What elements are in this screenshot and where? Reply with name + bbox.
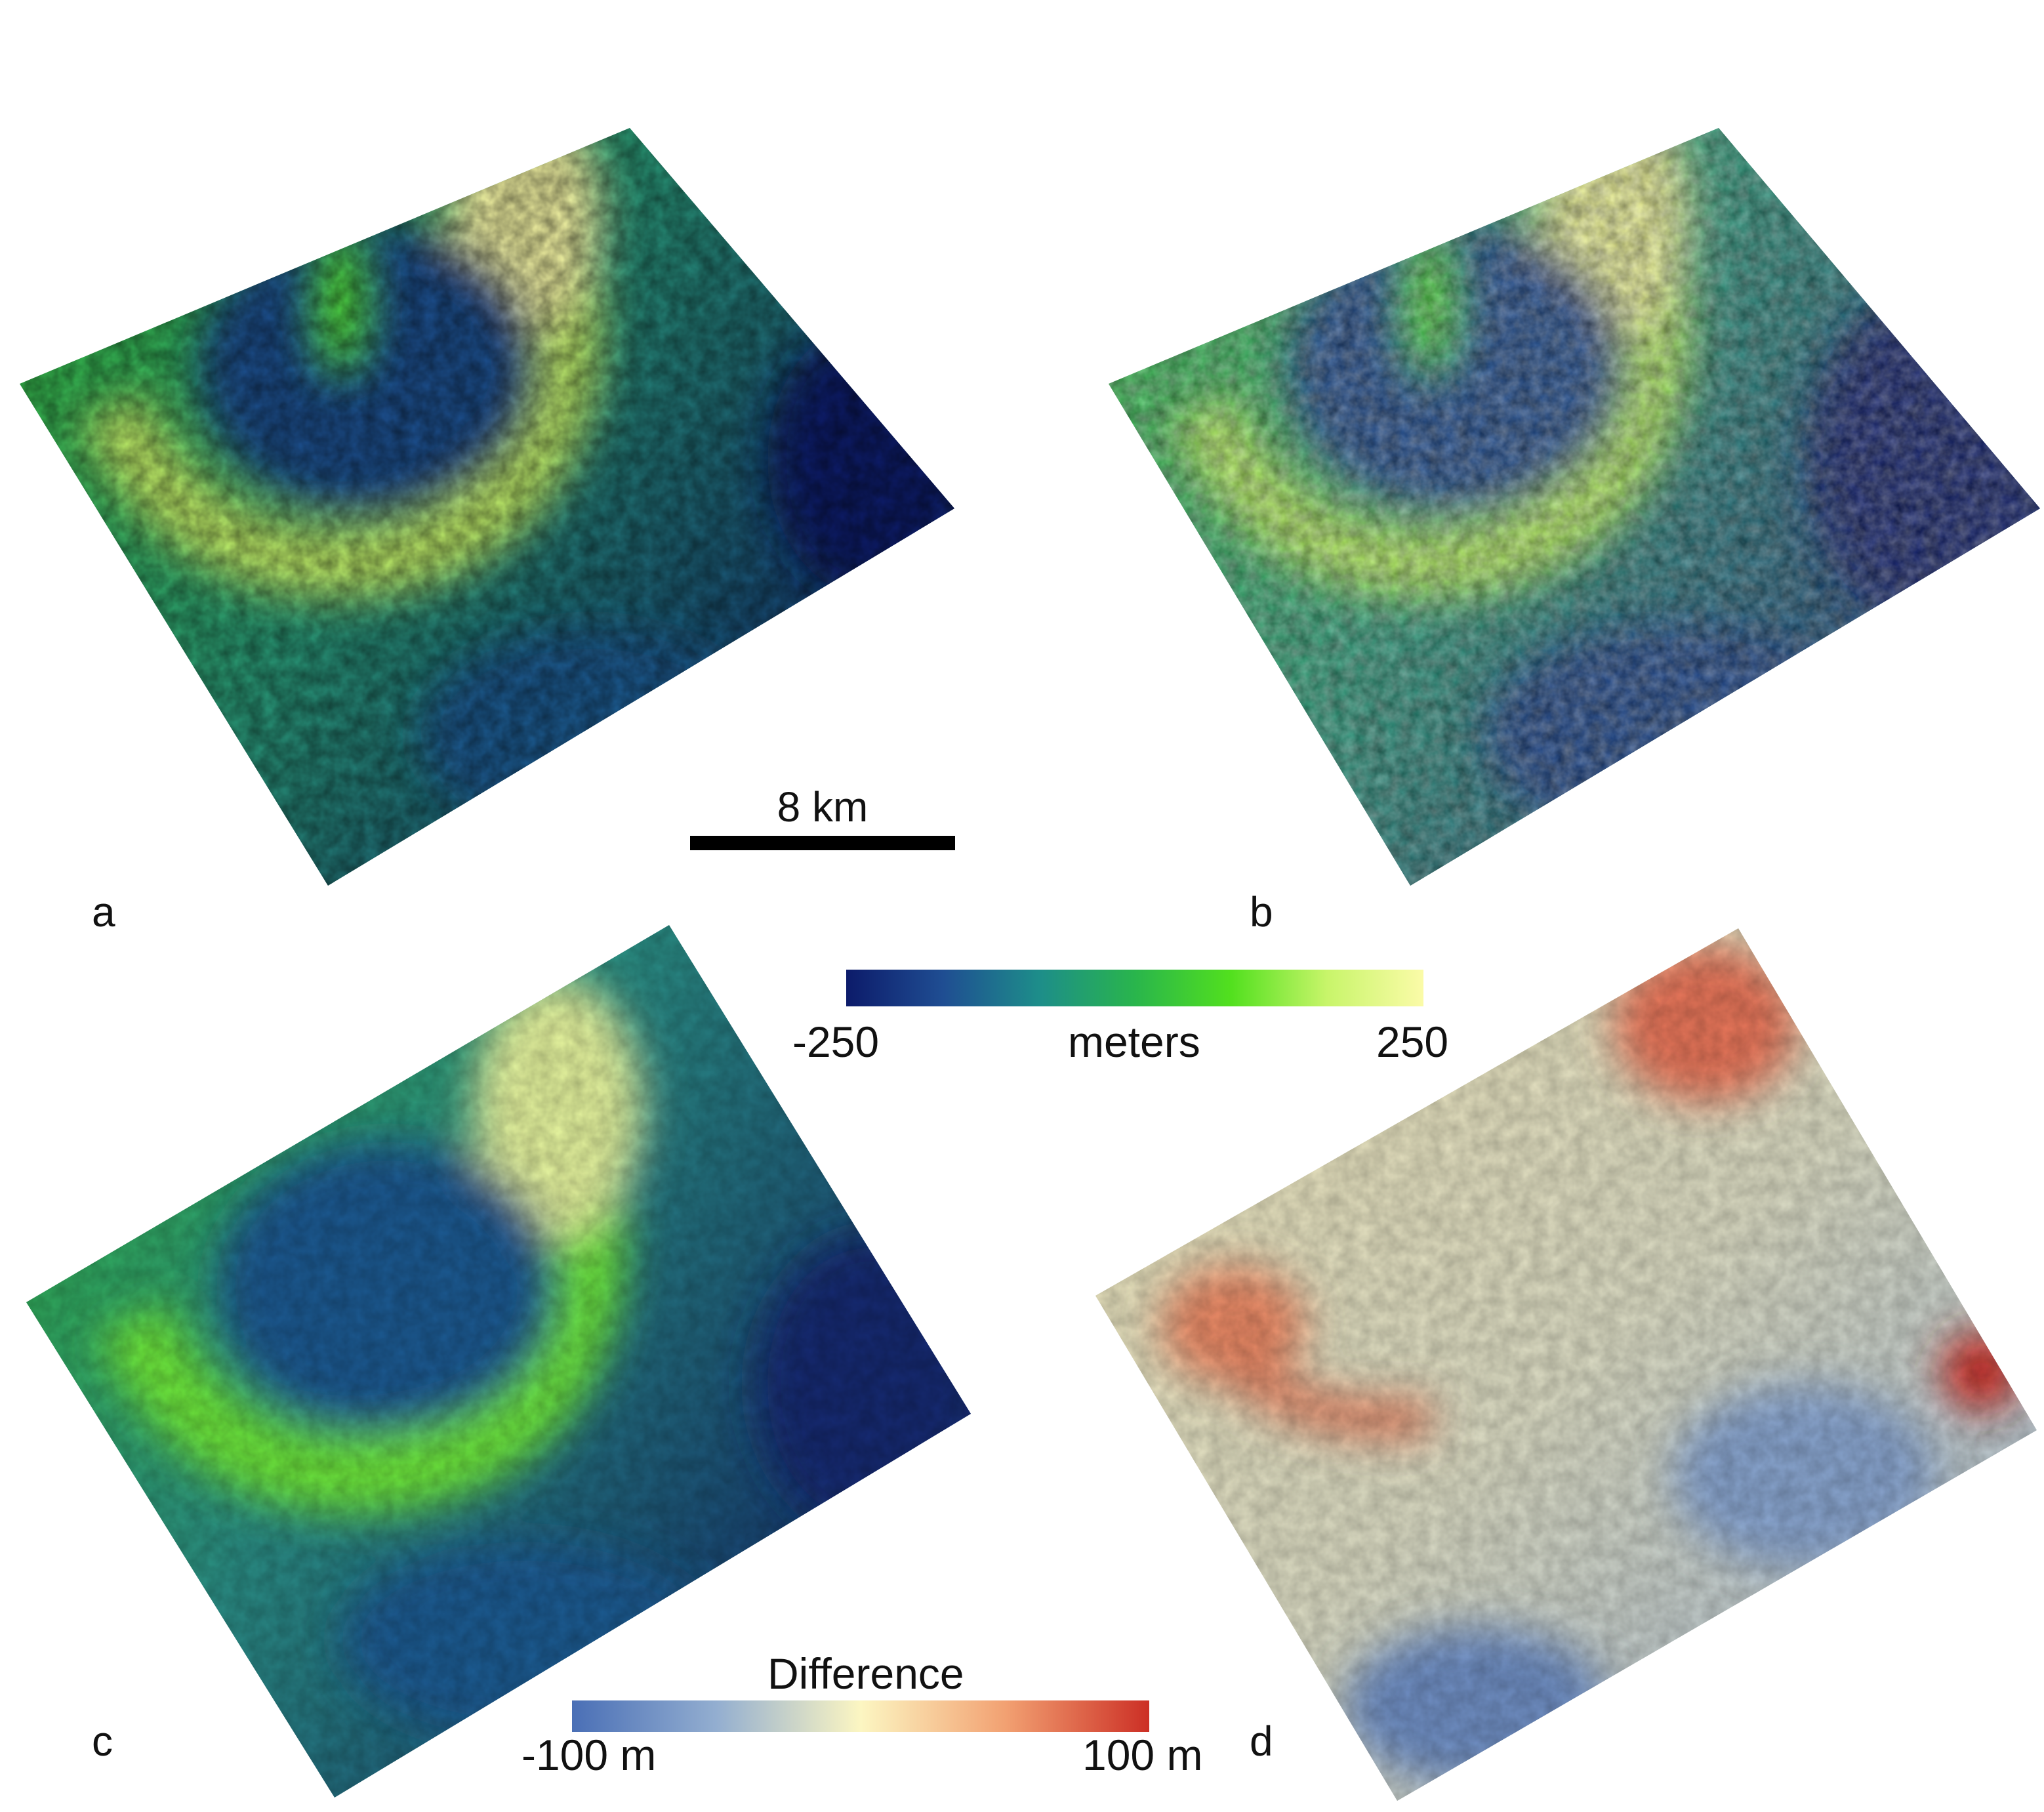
scale-bar-line (690, 836, 955, 850)
panel-label-a: a (92, 888, 115, 936)
elevation-colorbar (846, 970, 1423, 1006)
elevation-colorbar-unit: meters (1068, 1018, 1200, 1066)
scale-bar-label: 8 km (777, 783, 869, 831)
panel-label-d: d (1250, 1718, 1273, 1765)
difference-colorbar-max: 100 m (1082, 1731, 1203, 1779)
panel-label-c: c (92, 1718, 113, 1765)
difference-colorbar-title: Difference (767, 1649, 964, 1698)
panel-b-elevation-map (1109, 128, 2040, 886)
difference-colorbar (572, 1700, 1149, 1732)
panel-label-b: b (1250, 888, 1273, 936)
elevation-colorbar-min: -250 (792, 1018, 880, 1066)
scale-bar: 8 km (690, 786, 955, 852)
difference-colorbar-min: -100 m (521, 1731, 657, 1779)
panel-d-difference-map (1095, 928, 2037, 1801)
elevation-colorbar-max: 250 (1376, 1018, 1449, 1066)
